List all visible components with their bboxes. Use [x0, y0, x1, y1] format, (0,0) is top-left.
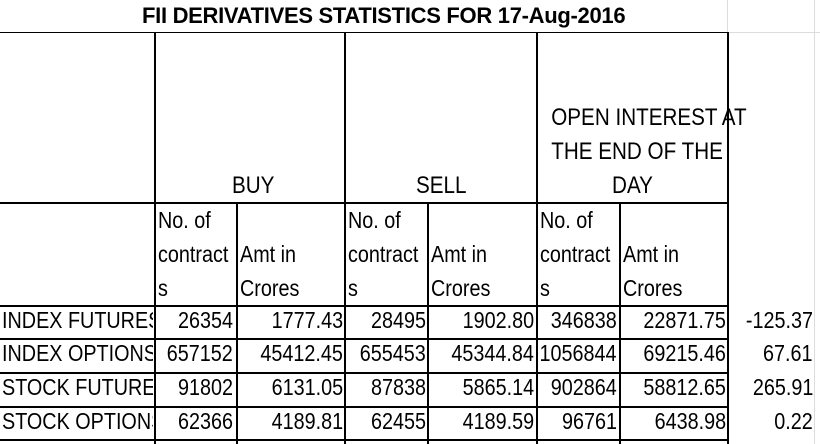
- oi-amt-cell: 58812.65: [643, 374, 726, 400]
- oi-amt-cell: 22871.75: [643, 307, 726, 333]
- oi-contracts-cell: 1056844: [539, 340, 617, 366]
- buy-amt-cell: 1777.43: [271, 307, 343, 333]
- buy-contracts-header: No. of contract s: [158, 207, 229, 301]
- border-line: [0, 202, 729, 204]
- net-cell: 67.61: [763, 340, 813, 366]
- buy-contracts-cell: 657152: [166, 340, 233, 366]
- buy-amt-cell: 45412.45: [260, 340, 343, 366]
- buy-amt-header: Amt in Crores: [240, 241, 300, 301]
- net-cell: 265.91: [752, 374, 813, 400]
- border-line: [0, 372, 729, 374]
- buy-contracts-cell: 62366: [177, 408, 233, 434]
- oi-header-line3: DAY: [612, 172, 653, 199]
- grid-line: [814, 0, 815, 444]
- table-row-label: INDEX FUTURES: [2, 309, 153, 333]
- sell-amt-cell: 1902.80: [462, 307, 534, 333]
- border-line: [0, 439, 729, 441]
- border-line: [344, 32, 346, 444]
- sell-contracts-header: No. of contract s: [348, 207, 419, 301]
- net-cell: -125.37: [745, 307, 813, 333]
- page-title: FII DERIVATIVES STATISTICS FOR 17-Aug-20…: [142, 3, 626, 28]
- oi-amt-cell: 69215.46: [643, 340, 726, 366]
- buy-contracts-cell: 26354: [177, 307, 233, 333]
- table-row-label: INDEX OPTIONS: [2, 342, 153, 366]
- buy-header: BUY: [232, 172, 275, 199]
- sell-amt-cell: 5865.14: [462, 374, 534, 400]
- oi-header-line1: OPEN INTEREST AT: [551, 104, 747, 131]
- table-row-label: STOCK OPTIONS: [2, 410, 153, 434]
- oi-amt-header: Amt in Crores: [623, 241, 683, 301]
- buy-contracts-cell: 91802: [177, 374, 233, 400]
- oi-contracts-cell: 346838: [550, 307, 617, 333]
- border-line: [536, 32, 538, 444]
- border-line: [0, 32, 729, 33]
- border-line: [427, 203, 429, 444]
- border-line: [0, 406, 729, 408]
- border-line: [727, 32, 729, 444]
- buy-amt-cell: 4189.81: [271, 408, 343, 434]
- buy-amt-cell: 6131.05: [271, 374, 343, 400]
- oi-contracts-cell: 96761: [561, 408, 617, 434]
- net-cell: 0.22: [774, 408, 813, 434]
- border-line: [619, 203, 621, 444]
- oi-header-line2: THE END OF THE: [551, 138, 723, 165]
- table-row-label: STOCK FUTURES: [2, 376, 153, 400]
- border-line: [0, 338, 729, 340]
- sell-contracts-cell: 655453: [359, 340, 426, 366]
- oi-amt-cell: 6438.98: [654, 408, 726, 434]
- sell-contracts-cell: 62455: [370, 408, 426, 434]
- border-line: [154, 32, 156, 444]
- sell-header: SELL: [416, 172, 467, 199]
- border-line: [236, 203, 238, 444]
- oi-contracts-header: No. of contract s: [540, 207, 611, 301]
- sell-contracts-cell: 28495: [370, 307, 426, 333]
- sell-amt-header: Amt in Crores: [431, 241, 491, 301]
- border-line: [0, 305, 729, 307]
- oi-contracts-cell: 902864: [550, 374, 617, 400]
- sell-contracts-cell: 87838: [370, 374, 426, 400]
- sell-amt-cell: 45344.84: [451, 340, 534, 366]
- sell-amt-cell: 4189.59: [462, 408, 534, 434]
